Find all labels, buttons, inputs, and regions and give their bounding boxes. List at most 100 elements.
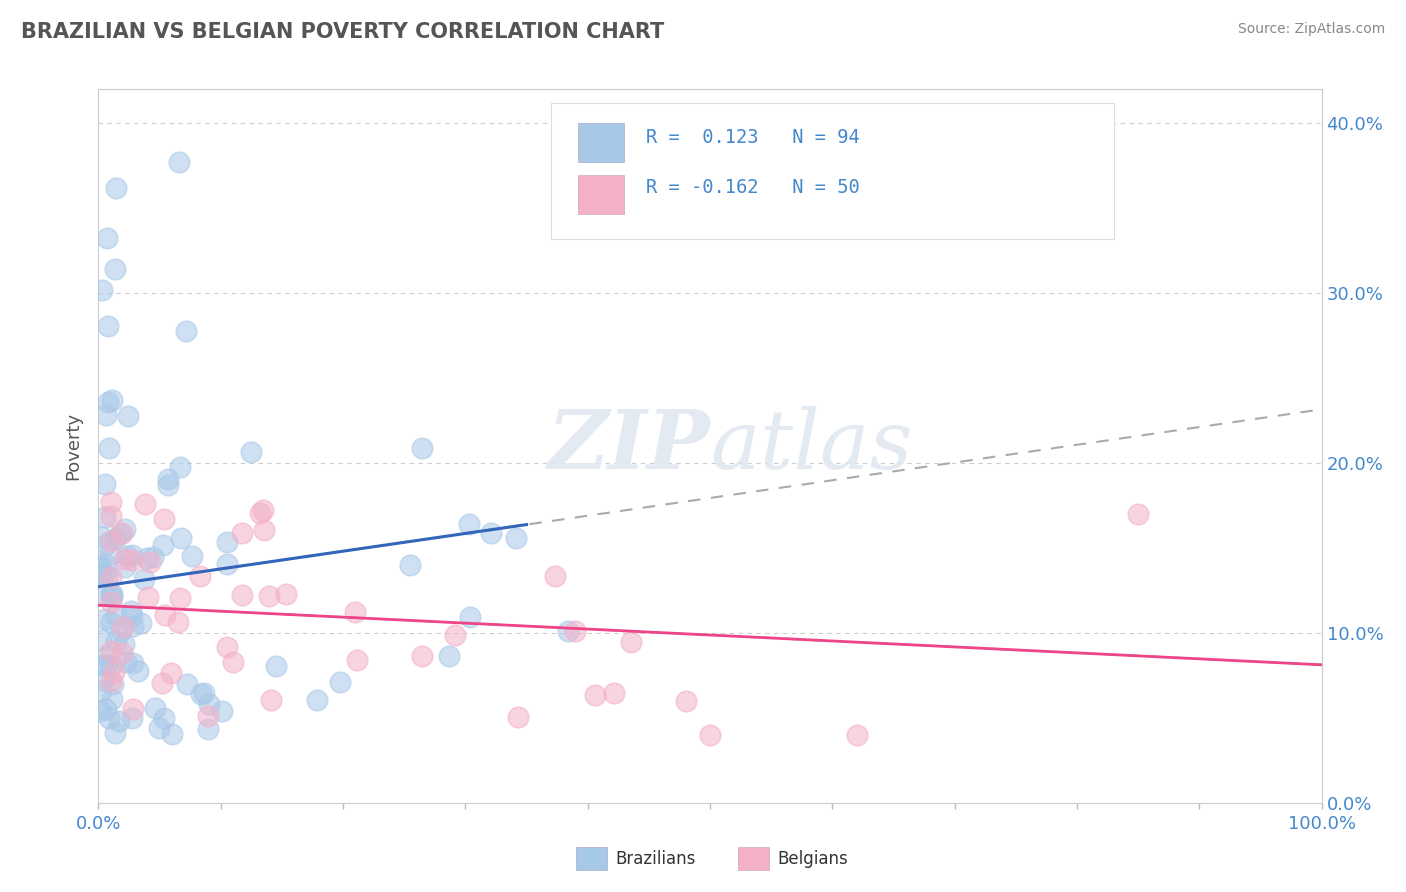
Point <box>231 526 253 541</box>
Point <box>90 633 112 648</box>
Point <box>134 497 156 511</box>
Point <box>153 711 176 725</box>
Point <box>93 558 115 572</box>
Text: atlas: atlas <box>710 406 912 486</box>
Point <box>101 692 124 706</box>
Point <box>110 624 132 638</box>
Point <box>100 659 122 673</box>
Point <box>114 559 136 574</box>
Point <box>148 721 170 735</box>
Point <box>343 606 366 620</box>
Point <box>231 588 253 602</box>
Point <box>160 726 183 740</box>
Point <box>117 409 139 423</box>
Text: R = -0.162   N = 50: R = -0.162 N = 50 <box>647 178 860 197</box>
Point <box>105 633 128 648</box>
Point <box>544 569 567 583</box>
Point <box>89 566 111 581</box>
Point <box>121 608 143 623</box>
Point <box>153 512 176 526</box>
Point <box>193 686 215 700</box>
Point <box>328 674 350 689</box>
Point <box>96 648 118 663</box>
Point <box>399 558 422 572</box>
Point <box>259 589 281 603</box>
Point <box>101 677 124 691</box>
Point <box>188 569 211 583</box>
Point <box>276 587 298 601</box>
Point <box>153 607 176 622</box>
Text: Belgians: Belgians <box>778 850 848 868</box>
Point <box>100 508 122 523</box>
Point <box>169 459 191 474</box>
Point <box>89 704 111 718</box>
Point <box>157 473 180 487</box>
Point <box>169 591 191 606</box>
Point <box>136 590 159 604</box>
Point <box>139 555 162 569</box>
Point <box>197 709 219 723</box>
Point <box>132 572 155 586</box>
Point <box>108 714 131 728</box>
Text: Brazilians: Brazilians <box>616 850 696 868</box>
Point <box>100 595 122 609</box>
Point <box>253 523 276 537</box>
Text: BRAZILIAN VS BELGIAN POVERTY CORRELATION CHART: BRAZILIAN VS BELGIAN POVERTY CORRELATION… <box>21 22 665 42</box>
Point <box>104 726 127 740</box>
Point <box>100 644 122 658</box>
Point <box>98 547 121 561</box>
Point <box>346 652 368 666</box>
Point <box>167 155 190 169</box>
Point <box>104 532 127 546</box>
Point <box>100 615 122 629</box>
Point <box>479 526 502 541</box>
Point <box>100 393 122 408</box>
Point <box>96 570 118 584</box>
Point <box>152 538 174 552</box>
Point <box>96 657 118 672</box>
Point <box>91 658 114 673</box>
Point <box>117 549 139 564</box>
Point <box>104 261 127 276</box>
Point <box>160 665 183 680</box>
Point <box>170 531 193 545</box>
Point <box>100 673 122 688</box>
Point <box>103 665 125 680</box>
Point <box>111 620 134 634</box>
Point <box>411 648 433 663</box>
Point <box>114 523 136 537</box>
Point <box>91 673 114 687</box>
Point <box>675 694 697 708</box>
Point <box>100 534 122 549</box>
Point <box>100 587 122 601</box>
Bar <box>578 123 624 162</box>
Point <box>100 587 122 601</box>
Point <box>583 688 606 702</box>
Point <box>94 588 117 602</box>
Point <box>97 395 120 409</box>
Point <box>458 609 481 624</box>
Point <box>100 570 122 584</box>
Point <box>112 637 135 651</box>
Point <box>111 646 134 660</box>
Point <box>150 675 173 690</box>
Point <box>458 516 481 531</box>
Point <box>114 655 136 669</box>
Point <box>93 477 115 491</box>
Point <box>93 509 115 524</box>
Point <box>156 478 179 492</box>
Point <box>437 648 460 663</box>
Point <box>94 537 117 551</box>
Point <box>176 677 198 691</box>
Point <box>620 635 643 649</box>
Point <box>100 495 122 509</box>
Point <box>97 319 120 334</box>
Point <box>190 687 212 701</box>
Point <box>217 640 239 654</box>
Point <box>845 728 868 742</box>
Bar <box>578 175 624 214</box>
Text: ZIP: ZIP <box>547 406 710 486</box>
Point <box>122 701 145 715</box>
Point <box>260 693 283 707</box>
Point <box>215 558 238 572</box>
